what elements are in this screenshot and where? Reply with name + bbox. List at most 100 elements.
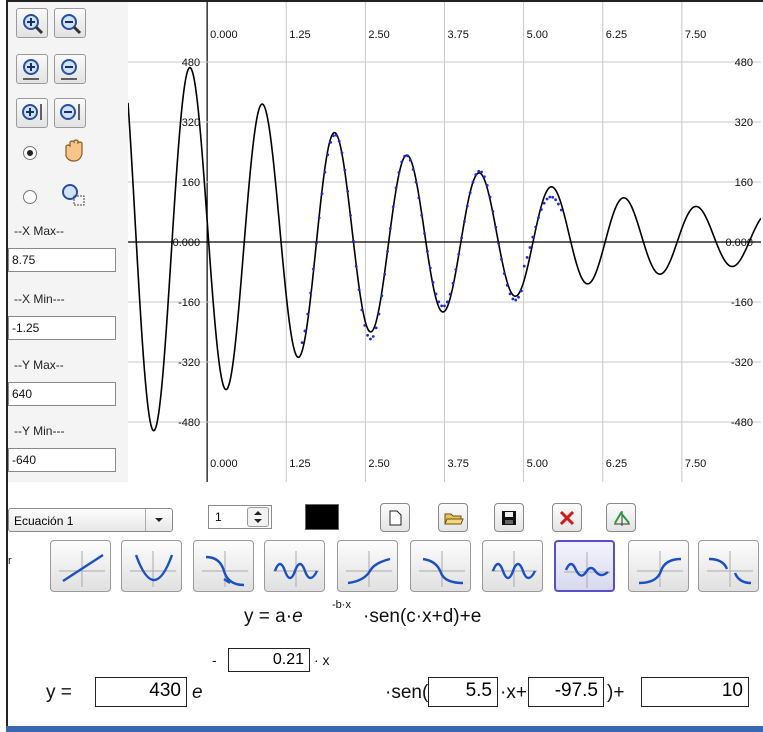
data-point <box>411 167 415 171</box>
data-point <box>351 239 355 243</box>
data-point <box>309 291 313 295</box>
y-min-input[interactable]: -640 <box>8 448 116 472</box>
function-type-linear-button[interactable] <box>50 540 111 592</box>
zoom-out-icon <box>61 14 82 35</box>
x-max-input[interactable]: 8.75 <box>8 248 116 272</box>
zoom-in-x-button[interactable] <box>16 54 48 84</box>
function-type-sine-shift-button[interactable] <box>482 540 543 592</box>
data-points <box>300 133 563 345</box>
data-point <box>323 170 327 174</box>
save-icon <box>502 511 516 525</box>
graph-svg: 0.000 1.25 2.50 3.75 5.00 6.25 7.50 0.000 1.25 2… <box>127 2 762 482</box>
fit-button[interactable] <box>606 503 636 532</box>
y-tick-label: -160 <box>731 297 753 309</box>
quadratic-graph-icon <box>130 551 176 587</box>
new-button[interactable] <box>380 503 410 532</box>
data-point <box>457 252 461 256</box>
data-point <box>551 195 555 199</box>
data-point <box>539 208 543 211</box>
zoom-box-icon <box>62 184 85 206</box>
data-point <box>406 154 409 158</box>
control-panel: --X Max-- 8.75 --X Min--- -1.25 --Y Max-… <box>8 2 129 482</box>
x-tick-label: 5.00 <box>527 29 548 41</box>
data-point <box>363 323 367 327</box>
color-picker[interactable] <box>305 504 339 530</box>
b-input[interactable]: 0.21 <box>228 648 310 672</box>
function-type-cubic-button[interactable] <box>193 540 254 592</box>
data-point <box>383 273 387 276</box>
data-point <box>386 250 389 253</box>
data-point <box>391 205 395 209</box>
data-point <box>502 272 506 275</box>
c-input[interactable]: 5.5 <box>428 677 498 707</box>
data-point <box>451 281 455 285</box>
zoom-out-y-button[interactable] <box>54 98 86 128</box>
function-type-reciprocal-button[interactable] <box>410 540 471 592</box>
x-tick-label: 6.25 <box>606 458 627 470</box>
function-curve <box>127 66 762 432</box>
equation-selector[interactable]: Ecuación 1 <box>8 508 173 532</box>
zoom-box-mode-radio[interactable] <box>23 190 37 204</box>
zoom-out-button[interactable] <box>54 8 86 38</box>
data-point <box>488 195 492 199</box>
y-tick-label: 320 <box>735 117 753 129</box>
data-point <box>388 227 392 230</box>
data-point <box>508 292 512 296</box>
function-type-rational-button[interactable] <box>698 540 759 592</box>
y-equals: y = <box>46 682 72 703</box>
data-point <box>300 341 304 345</box>
y-tick-label: 160 <box>182 177 200 189</box>
data-point <box>474 173 478 177</box>
data-point <box>403 154 407 158</box>
x-min-label: --X Min--- <box>14 292 65 306</box>
data-point <box>374 326 378 330</box>
open-button[interactable] <box>438 503 468 532</box>
y-tick-label: 480 <box>182 57 200 69</box>
data-point <box>557 202 560 206</box>
x-tick-label: 2.50 <box>368 29 389 41</box>
zoom-in-button[interactable] <box>16 8 48 38</box>
zoom-in-y-button[interactable] <box>16 98 48 128</box>
x-min-input[interactable]: -1.25 <box>8 316 116 340</box>
pan-mode-radio[interactable] <box>23 146 37 160</box>
logistic-graph-icon <box>637 551 683 587</box>
function-type-damped-sine-button[interactable] <box>554 540 615 592</box>
y-tick-label: -160 <box>178 297 200 309</box>
data-point <box>477 169 481 173</box>
function-type-log-button[interactable] <box>337 540 398 592</box>
reciprocal-graph-icon <box>419 551 465 587</box>
chevron-down-icon <box>145 509 172 531</box>
zoom-out-x-button[interactable] <box>54 54 86 84</box>
data-point <box>448 292 452 296</box>
data-point <box>517 295 520 299</box>
graph-area[interactable]: 0.000 1.25 2.50 3.75 5.00 6.25 7.50 0.000 1.25 2… <box>127 2 762 482</box>
data-point <box>437 300 441 304</box>
function-type-logistic-button[interactable] <box>628 540 689 592</box>
window-frame <box>6 0 763 730</box>
data-point <box>332 134 335 138</box>
a-input[interactable]: 430 <box>95 677 187 707</box>
save-button[interactable] <box>494 503 524 532</box>
e-input[interactable]: 10 <box>641 677 749 707</box>
data-point <box>511 297 515 301</box>
spinner-arrows[interactable] <box>247 507 269 527</box>
data-point <box>471 180 475 184</box>
data-point <box>377 312 381 316</box>
function-type-sine-button[interactable] <box>264 540 325 592</box>
data-point <box>354 264 358 268</box>
data-point <box>559 208 563 212</box>
data-point <box>431 281 435 284</box>
data-point <box>329 140 332 144</box>
function-type-quadratic-button[interactable] <box>121 540 182 592</box>
y-max-input[interactable]: 640 <box>8 382 116 406</box>
data-point <box>525 256 529 259</box>
x-tick-label: 1.25 <box>289 458 310 470</box>
spinner[interactable]: 1 <box>208 505 272 529</box>
open-folder-icon <box>444 513 464 525</box>
d-input[interactable]: -97.5 <box>528 677 604 707</box>
delete-button[interactable] <box>552 503 582 532</box>
data-point <box>480 170 483 174</box>
data-point <box>545 197 549 201</box>
data-point <box>534 225 538 229</box>
y-tick-label: -320 <box>178 357 200 369</box>
